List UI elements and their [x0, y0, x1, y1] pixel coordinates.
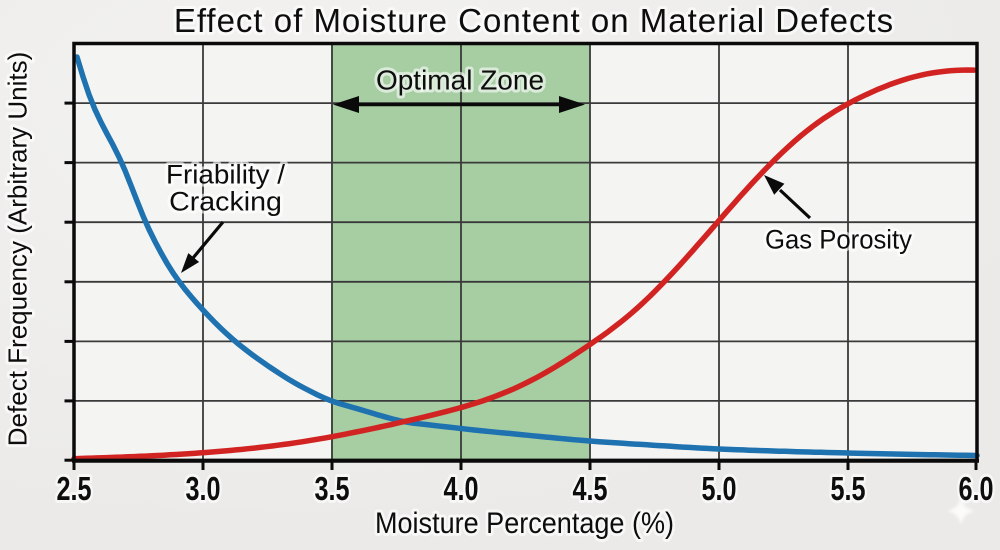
svg-text:6.0: 6.0 — [959, 470, 994, 507]
svg-text:Gas Porosity: Gas Porosity — [765, 225, 912, 255]
svg-text:Friability /: Friability / — [166, 160, 286, 190]
svg-text:4.0: 4.0 — [444, 470, 479, 507]
svg-text:5.5: 5.5 — [831, 470, 866, 507]
svg-text:4.5: 4.5 — [573, 470, 608, 507]
svg-text:3.5: 3.5 — [315, 470, 350, 507]
svg-text:Moisture Percentage (%): Moisture Percentage (%) — [375, 507, 674, 540]
svg-text:2.5: 2.5 — [57, 470, 92, 507]
svg-text:Optimal Zone: Optimal Zone — [376, 65, 544, 96]
svg-text:Defect Frequency (Arbitrary Un: Defect Frequency (Arbitrary Units) — [3, 52, 33, 446]
svg-text:5.0: 5.0 — [702, 470, 737, 507]
svg-text:3.0: 3.0 — [186, 470, 221, 507]
svg-text:Effect of Moisture Content on: Effect of Moisture Content on Material D… — [174, 2, 894, 39]
svg-text:Cracking: Cracking — [169, 187, 282, 217]
